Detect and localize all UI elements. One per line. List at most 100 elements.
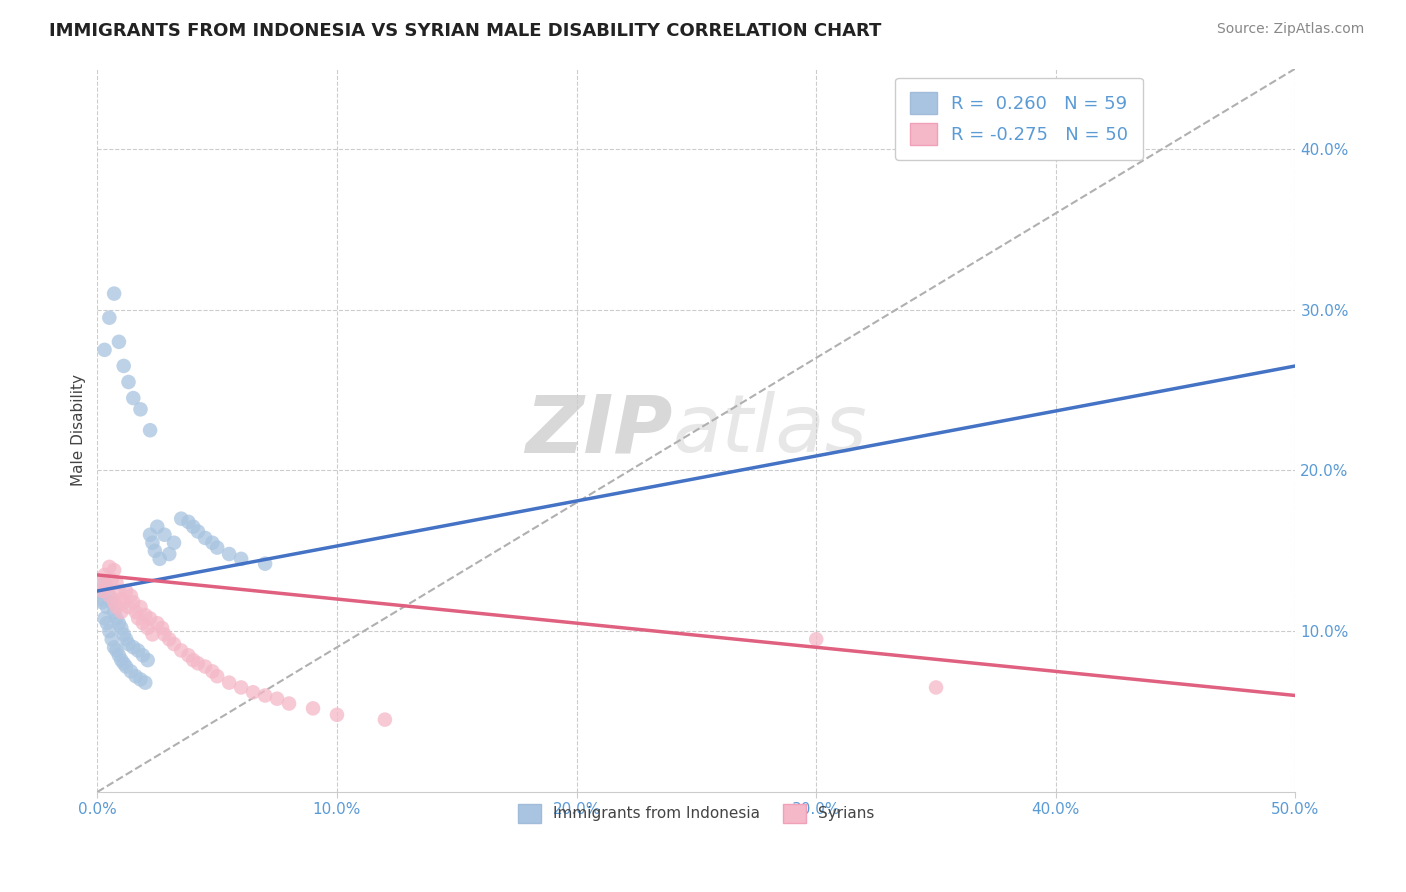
Point — [93, 343, 115, 357]
Point — [105, 643, 128, 657]
Point — [374, 713, 396, 727]
Point — [177, 515, 200, 529]
Point — [91, 584, 114, 599]
Point — [127, 643, 149, 657]
Point — [100, 632, 122, 647]
Point — [136, 621, 159, 635]
Point — [108, 616, 131, 631]
Point — [105, 600, 128, 615]
Point — [278, 697, 301, 711]
Point — [98, 560, 121, 574]
Point — [122, 391, 145, 405]
Point — [110, 621, 132, 635]
Point — [98, 589, 121, 603]
Point — [105, 576, 128, 591]
Point — [108, 584, 131, 599]
Point — [134, 608, 156, 623]
Point — [100, 573, 122, 587]
Point — [163, 535, 186, 549]
Point — [91, 584, 114, 599]
Point — [153, 627, 176, 641]
Point — [103, 286, 125, 301]
Point — [150, 621, 173, 635]
Point — [229, 681, 252, 695]
Point — [194, 659, 217, 673]
Point — [141, 535, 163, 549]
Point — [205, 669, 228, 683]
Legend: Immigrants from Indonesia, Syrians: Immigrants from Indonesia, Syrians — [506, 792, 887, 835]
Point — [110, 653, 132, 667]
Point — [117, 375, 139, 389]
Point — [139, 611, 162, 625]
Point — [218, 675, 240, 690]
Point — [254, 557, 277, 571]
Point — [177, 648, 200, 663]
Point — [117, 637, 139, 651]
Point — [326, 707, 349, 722]
Point — [93, 568, 115, 582]
Point — [103, 563, 125, 577]
Point — [108, 334, 131, 349]
Point — [187, 524, 209, 539]
Point — [127, 611, 149, 625]
Point — [103, 605, 125, 619]
Point — [129, 402, 152, 417]
Point — [157, 547, 180, 561]
Point — [129, 600, 152, 615]
Point — [153, 527, 176, 541]
Point — [143, 544, 166, 558]
Point — [115, 632, 138, 647]
Point — [181, 519, 204, 533]
Point — [108, 648, 131, 663]
Point — [98, 624, 121, 639]
Text: atlas: atlas — [672, 392, 868, 469]
Point — [181, 653, 204, 667]
Text: Source: ZipAtlas.com: Source: ZipAtlas.com — [1216, 22, 1364, 37]
Point — [194, 531, 217, 545]
Point — [125, 605, 148, 619]
Point — [242, 685, 264, 699]
Point — [112, 359, 135, 373]
Point — [112, 657, 135, 671]
Point — [146, 616, 169, 631]
Point — [163, 637, 186, 651]
Point — [122, 640, 145, 655]
Point — [98, 589, 121, 603]
Point — [115, 584, 138, 599]
Text: ZIP: ZIP — [524, 392, 672, 469]
Point — [806, 632, 828, 647]
Point — [170, 643, 193, 657]
Point — [925, 681, 948, 695]
Point — [132, 648, 155, 663]
Point — [120, 665, 142, 679]
Point — [96, 616, 118, 631]
Point — [112, 627, 135, 641]
Point — [187, 657, 209, 671]
Y-axis label: Male Disability: Male Disability — [72, 375, 86, 486]
Point — [98, 310, 121, 325]
Point — [132, 616, 155, 631]
Point — [93, 576, 115, 591]
Point — [122, 595, 145, 609]
Point — [136, 653, 159, 667]
Point — [112, 595, 135, 609]
Point — [129, 673, 152, 687]
Point — [100, 595, 122, 609]
Point — [96, 579, 118, 593]
Point — [105, 611, 128, 625]
Point — [302, 701, 325, 715]
Point — [115, 659, 138, 673]
Point — [103, 595, 125, 609]
Point — [89, 592, 111, 607]
Point — [254, 689, 277, 703]
Point — [157, 632, 180, 647]
Point — [141, 627, 163, 641]
Point — [266, 691, 288, 706]
Point — [110, 605, 132, 619]
Point — [91, 595, 114, 609]
Point — [93, 611, 115, 625]
Point — [201, 665, 224, 679]
Point — [229, 552, 252, 566]
Point — [103, 640, 125, 655]
Point — [205, 541, 228, 555]
